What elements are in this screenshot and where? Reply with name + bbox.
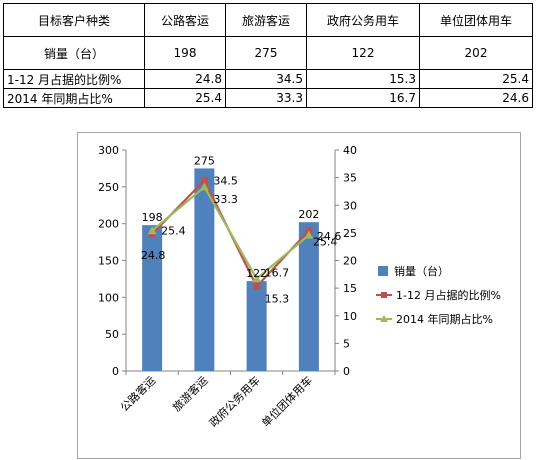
table-cell: 16.7 [306,88,420,108]
data-label: 275 [194,154,215,167]
table-cell: 15.3 [306,69,420,89]
table-cell: 202 [419,36,533,70]
triangle-marker [252,274,262,283]
right-tick-label: 35 [343,172,357,185]
category-label: 公路客运 [117,373,158,414]
left-tick-label: 150 [98,255,119,268]
bar [142,225,163,371]
table-cell: 122 [306,36,420,70]
data-label: 15.3 [265,292,290,305]
left-tick-label: 200 [98,218,119,231]
table-row: 销量（台） 198 275 122 202 [3,36,533,70]
data-label: 33.3 [213,193,238,206]
right-tick-label: 0 [343,365,350,378]
table-row: 1-12 月占据的比例% 24.8 34.5 15.3 25.4 [3,69,533,89]
right-tick-label: 5 [343,337,350,350]
triangle-marker [199,182,209,191]
right-tick-label: 10 [343,310,357,323]
bar [246,281,267,371]
table-cell: 24.8 [144,69,226,89]
table-header-row: 目标客户种类 公路客运 旅游客运 政府公务用车 单位团体用车 [3,3,533,37]
triangle-marker [147,226,157,235]
data-table: 目标客户种类 公路客运 旅游客运 政府公务用车 单位团体用车 销量（台） 198… [3,3,533,108]
data-label: 198 [142,211,163,224]
header-cell: 目标客户种类 [3,3,145,37]
left-tick-label: 0 [112,365,119,378]
left-tick-label: 50 [105,328,119,341]
legend-label: 销量（台） [394,264,449,278]
left-tick-label: 300 [98,144,119,157]
left-tick-label: 100 [98,291,119,304]
table-cell: 25.4 [144,88,226,108]
series-line [151,185,310,281]
table-cell: 275 [225,36,307,70]
bar [298,222,319,371]
data-label: 24.6 [317,230,342,243]
data-label: 25.4 [161,225,186,238]
right-tick-label: 20 [343,255,357,268]
table-cell: 33.3 [225,88,307,108]
header-cell: 单位团体用车 [419,3,533,37]
right-tick-label: 15 [343,282,357,295]
table-cell: 24.6 [419,88,533,108]
header-cell: 政府公务用车 [306,3,420,37]
legend-label: 2014 年同期占比% [396,312,493,326]
data-label: 16.7 [265,267,290,280]
right-tick-label: 25 [343,227,357,240]
header-cell: 公路客运 [144,3,226,37]
row-label: 2014 年同期占比% [3,88,145,108]
category-label: 单位团体用车 [258,373,315,430]
data-label: 122 [246,267,267,280]
bar [194,168,215,371]
right-tick-label: 40 [343,144,357,157]
header-cell: 旅游客运 [225,3,307,37]
right-tick-label: 30 [343,199,357,212]
data-label: 24.8 [141,249,166,262]
data-label: 25.4 [313,236,338,249]
left-tick-label: 250 [98,181,119,194]
square-marker [200,176,208,184]
row-label: 1-12 月占据的比例% [3,69,145,89]
row-label: 销量（台） [3,36,145,70]
table-cell: 25.4 [419,69,533,89]
category-label: 政府公务用车 [206,373,263,430]
legend-label: 1-12 月占据的比例% [396,288,501,302]
legend-square-marker [381,292,387,298]
category-label: 旅游客运 [169,373,210,414]
square-marker [253,282,261,290]
table-cell: 34.5 [225,69,307,89]
table-cell: 198 [144,36,226,70]
legend-bar-swatch [378,266,388,276]
data-label: 34.5 [213,174,238,187]
chart-frame: 0 50 100 150 200 250 300 0 5 10 15 20 25 30 35 40 198 275… [77,132,521,459]
legend-triangle-marker [380,315,388,322]
triangle-marker [304,230,314,239]
table-row: 2014 年同期占比% 25.4 33.3 16.7 24.6 [3,88,533,108]
data-label: 202 [298,208,319,221]
combo-chart: 0 50 100 150 200 250 300 0 5 10 15 20 25 30 35 40 198 275… [98,144,501,430]
